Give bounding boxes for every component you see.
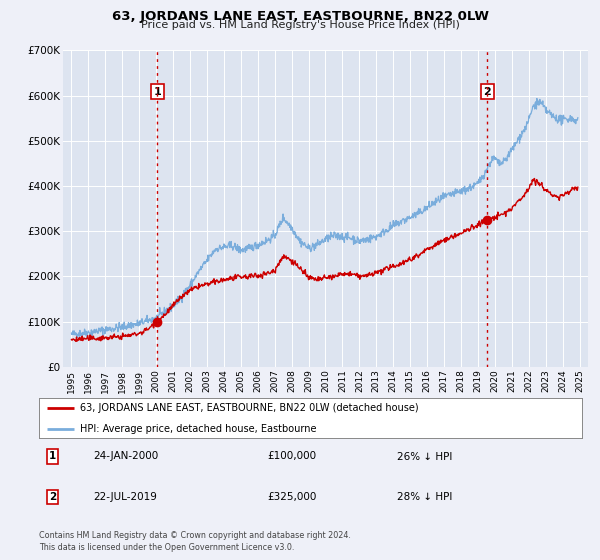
Text: 28% ↓ HPI: 28% ↓ HPI [397,492,453,502]
Text: 63, JORDANS LANE EAST, EASTBOURNE, BN22 0LW: 63, JORDANS LANE EAST, EASTBOURNE, BN22 … [112,10,488,22]
Text: 22-JUL-2019: 22-JUL-2019 [94,492,157,502]
Text: This data is licensed under the Open Government Licence v3.0.: This data is licensed under the Open Gov… [39,543,295,552]
Text: 2: 2 [49,492,56,502]
Text: Price paid vs. HM Land Registry's House Price Index (HPI): Price paid vs. HM Land Registry's House … [140,20,460,30]
Text: £325,000: £325,000 [267,492,316,502]
Text: 63, JORDANS LANE EAST, EASTBOURNE, BN22 0LW (detached house): 63, JORDANS LANE EAST, EASTBOURNE, BN22 … [80,403,418,413]
Text: 26% ↓ HPI: 26% ↓ HPI [397,451,453,461]
Text: 2: 2 [484,87,491,96]
Text: 1: 1 [154,87,161,96]
Text: 1: 1 [49,451,56,461]
Text: Contains HM Land Registry data © Crown copyright and database right 2024.: Contains HM Land Registry data © Crown c… [39,531,351,540]
Text: £100,000: £100,000 [267,451,316,461]
Text: HPI: Average price, detached house, Eastbourne: HPI: Average price, detached house, East… [80,424,316,434]
Text: 24-JAN-2000: 24-JAN-2000 [94,451,158,461]
